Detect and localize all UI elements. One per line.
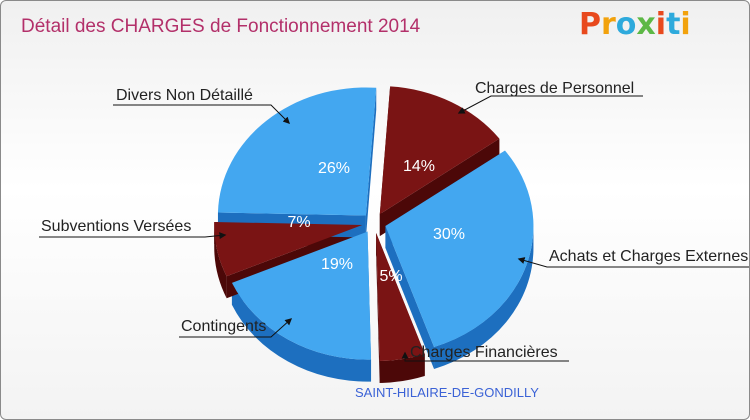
pie-slice-cut — [385, 226, 435, 369]
place-name: SAINT-HILAIRE-DE-GONDILLY — [355, 385, 539, 400]
pie-slice-cut — [376, 233, 380, 384]
logo-letter: i — [680, 7, 691, 42]
slice-category-label: Subventions Versées — [41, 218, 191, 235]
slice-category-label: Achats et Charges Externes — [549, 248, 748, 265]
logo-letter: i — [655, 7, 667, 42]
pie-slice — [379, 86, 500, 215]
logo-letter: t — [666, 7, 681, 42]
logo-letter: P — [579, 7, 601, 42]
slice-percent-label: 5% — [379, 268, 402, 285]
slice-category-label: Charges de Personnel — [475, 80, 634, 97]
slice-percent-label: 7% — [287, 214, 310, 231]
pie-slice-wall — [214, 224, 227, 299]
chart-title: Détail des CHARGES de Fonctionnement 201… — [21, 16, 421, 37]
slice-percent-label: 30% — [433, 226, 465, 243]
pie-slice — [231, 231, 372, 360]
callout-line — [401, 351, 569, 362]
pie-slice — [376, 233, 425, 362]
pie-slice-cut — [365, 87, 377, 238]
pie-slice-wall — [434, 226, 534, 369]
pie-slice-wall — [231, 282, 372, 382]
pie-slice — [385, 150, 534, 347]
slice-category-label: Contingents — [181, 318, 266, 335]
proxiti-logo: Proxiti — [579, 7, 691, 42]
logo-letter: r — [601, 7, 616, 42]
callout-line — [457, 95, 643, 114]
callout-line — [113, 104, 290, 124]
pie-slice — [214, 222, 363, 277]
slice-percent-label: 19% — [321, 256, 353, 273]
logo-letter: o — [615, 7, 637, 42]
slice-category-label: Charges Financières — [410, 344, 558, 361]
slice-category-label: Divers Non Détaillé — [116, 87, 253, 104]
callout-line — [179, 318, 293, 338]
callout-line — [39, 232, 227, 240]
callout-line — [517, 257, 749, 268]
logo-letter: x — [636, 7, 656, 42]
slice-percent-label: 26% — [318, 160, 350, 177]
slice-percent-label: 14% — [403, 158, 435, 175]
pie-slice — [217, 87, 377, 216]
